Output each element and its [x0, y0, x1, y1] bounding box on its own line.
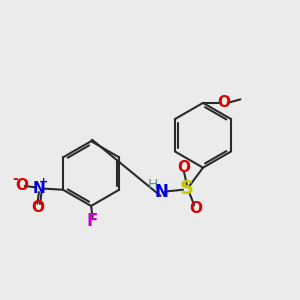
- Text: O: O: [15, 178, 28, 193]
- Text: O: O: [31, 200, 44, 215]
- Text: +: +: [39, 177, 49, 188]
- Text: -: -: [13, 172, 18, 186]
- Text: N: N: [32, 181, 45, 196]
- Text: O: O: [218, 95, 231, 110]
- Text: O: O: [177, 160, 190, 175]
- Text: O: O: [189, 200, 202, 215]
- Text: H: H: [148, 178, 158, 192]
- Text: S: S: [180, 179, 194, 198]
- Text: N: N: [155, 183, 169, 201]
- Text: F: F: [87, 212, 98, 230]
